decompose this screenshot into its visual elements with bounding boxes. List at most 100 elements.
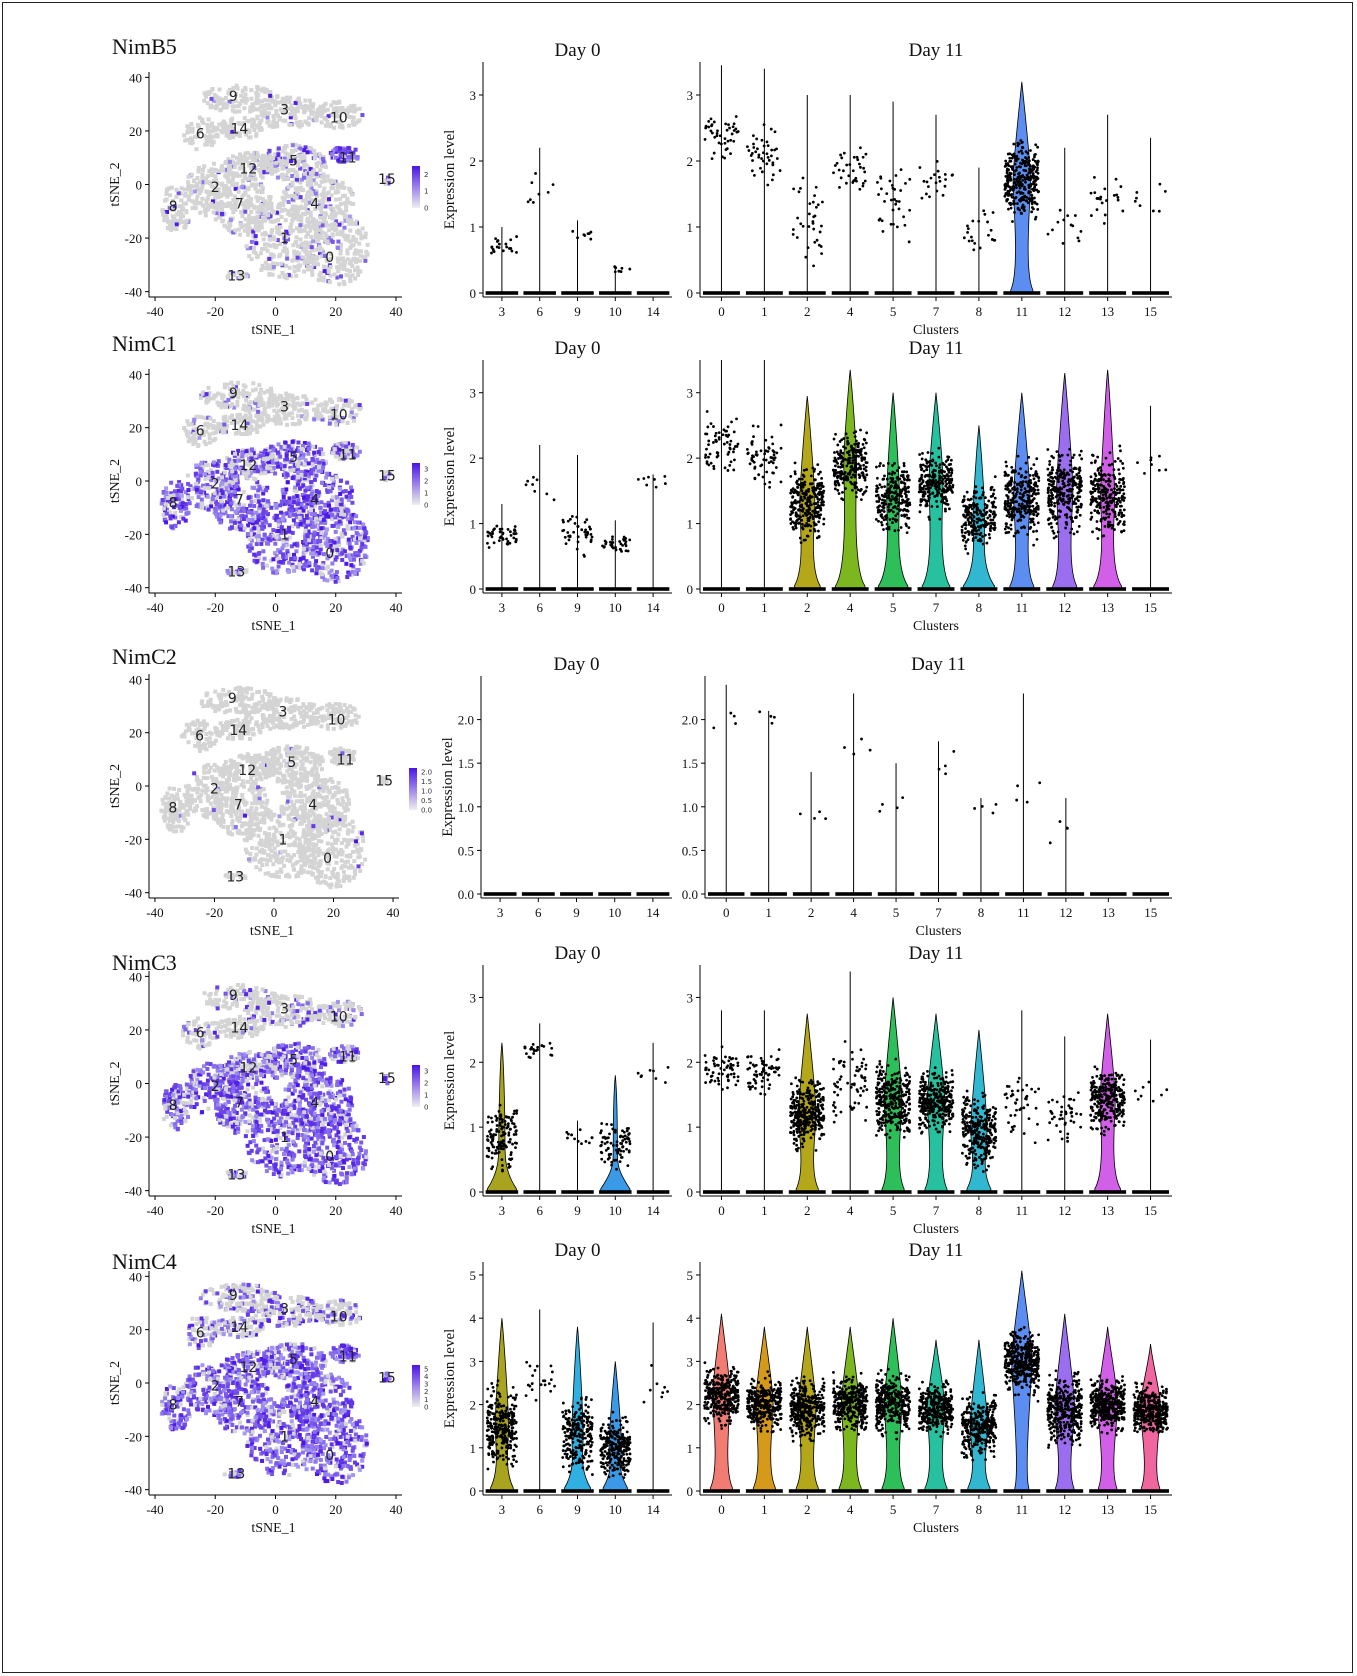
violin-y-axis-label: Expression level — [442, 427, 458, 527]
cell-point — [346, 146, 351, 151]
data-point — [533, 489, 537, 493]
cell-point — [257, 196, 262, 201]
cell-point — [207, 436, 212, 441]
data-point — [575, 547, 579, 551]
data-point — [513, 532, 516, 536]
data-point — [1103, 187, 1107, 191]
cell-point — [171, 207, 176, 212]
data-point — [486, 541, 489, 545]
cell-point — [210, 87, 215, 92]
cell-point — [250, 171, 255, 176]
cell-point — [209, 500, 214, 505]
cell-point — [298, 556, 303, 561]
cell-point — [337, 282, 342, 287]
data-point — [852, 155, 856, 159]
data-point — [1029, 184, 1033, 188]
cell-point — [217, 101, 222, 106]
cell-point — [220, 164, 225, 169]
x-tick-label: 1 — [761, 304, 768, 319]
cell-point — [317, 202, 322, 207]
cell-point — [303, 471, 308, 476]
cell-point — [270, 219, 275, 224]
cell-point — [354, 412, 359, 417]
data-point — [1015, 179, 1019, 183]
x-tick-label: -20 — [207, 600, 224, 615]
violin-cluster-6: 6 — [523, 445, 556, 615]
cell-point — [284, 173, 289, 178]
cell-point — [231, 175, 236, 180]
data-point — [1158, 182, 1162, 186]
data-point — [732, 139, 736, 143]
cell-point — [164, 520, 169, 525]
violin-cluster-0: 0 — [703, 65, 740, 319]
data-point — [837, 168, 841, 172]
cell-point — [294, 273, 299, 278]
cell-point — [236, 156, 241, 161]
data-point — [844, 181, 848, 185]
data-point — [725, 128, 729, 132]
cell-point — [293, 186, 298, 191]
cell-point — [268, 234, 273, 239]
cell-point — [272, 123, 277, 128]
y-tick-label: -20 — [125, 231, 142, 246]
cell-point — [253, 107, 258, 112]
cell-point — [315, 262, 320, 267]
data-point — [1029, 149, 1032, 152]
cell-point — [351, 115, 356, 120]
cell-point — [291, 499, 296, 504]
cell-point — [338, 153, 343, 158]
cell-point — [294, 204, 299, 209]
data-point — [937, 175, 941, 179]
cell-point — [285, 472, 290, 477]
cell-point — [338, 491, 343, 496]
cell-point — [186, 481, 191, 486]
cell-point — [341, 528, 346, 533]
cell-point — [179, 211, 184, 216]
cell-point — [304, 413, 309, 418]
cell-point — [274, 457, 279, 462]
cell-point — [335, 548, 340, 553]
cell-point — [259, 118, 264, 123]
x-axis-label: Clusters — [913, 323, 959, 338]
cell-point — [316, 238, 321, 243]
data-point — [568, 517, 572, 521]
cell-point — [255, 205, 260, 210]
cell-point — [312, 477, 317, 482]
cell-point — [281, 231, 286, 236]
x-tick-label: 11 — [1016, 304, 1029, 319]
data-point — [856, 158, 860, 162]
cell-point — [358, 269, 363, 274]
cell-point — [267, 123, 272, 128]
data-point — [894, 174, 898, 177]
cell-point — [191, 435, 196, 440]
data-point — [618, 540, 622, 543]
cell-point — [306, 264, 311, 269]
data-point — [749, 154, 753, 157]
cell-point — [292, 542, 297, 547]
legend-tick-label: 0 — [424, 502, 428, 510]
cell-point — [295, 244, 300, 249]
data-point — [568, 534, 572, 538]
cluster-label: 11 — [339, 151, 357, 167]
y-tick-label: 3 — [470, 386, 477, 401]
cell-point — [336, 259, 341, 264]
cell-point — [260, 190, 265, 195]
cell-point — [231, 230, 236, 235]
data-point — [1021, 178, 1025, 182]
cell-point — [221, 494, 226, 499]
cell-point — [252, 171, 257, 176]
cell-point — [211, 210, 216, 215]
cell-point — [255, 87, 260, 92]
cluster-label: 7 — [235, 493, 244, 509]
cell-point — [268, 203, 273, 208]
cell-point — [290, 168, 295, 173]
data-point — [562, 528, 566, 532]
cell-point — [300, 401, 305, 406]
violin-cluster-4: 4 — [831, 95, 869, 319]
cluster-label: 4 — [310, 196, 319, 212]
data-point — [819, 245, 823, 248]
cell-point — [305, 534, 310, 539]
cell-point — [258, 503, 263, 508]
cell-point — [334, 555, 339, 560]
data-point — [576, 525, 580, 528]
